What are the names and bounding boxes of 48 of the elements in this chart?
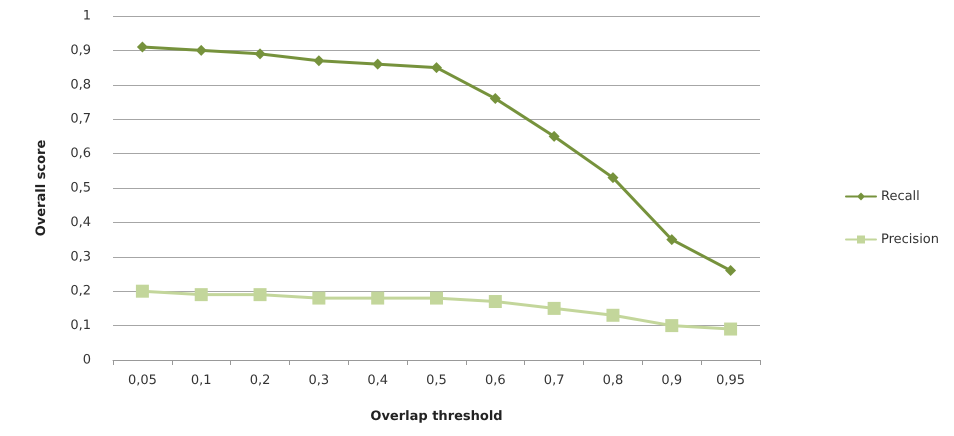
y-tick-label: 1 bbox=[82, 8, 91, 24]
x-tick-label: 0,1 bbox=[190, 373, 212, 388]
y-tick-label: 0,2 bbox=[70, 284, 91, 299]
point bbox=[136, 284, 149, 298]
legend-label: Precision bbox=[880, 232, 940, 247]
point bbox=[724, 322, 738, 336]
point bbox=[548, 302, 561, 315]
y-axis-title: Overall score bbox=[34, 140, 49, 236]
point bbox=[254, 288, 267, 302]
point bbox=[136, 41, 148, 52]
x-tick-label: 0,3 bbox=[308, 373, 330, 388]
x-tick-label: 0,8 bbox=[602, 373, 624, 388]
point bbox=[606, 308, 620, 322]
x-tick-label: 0,05 bbox=[128, 373, 157, 388]
point bbox=[431, 62, 442, 74]
x-tick-label: 0,7 bbox=[544, 373, 564, 388]
y-tick-label: 0,6 bbox=[70, 146, 91, 162]
y-tick-label: 0,7 bbox=[70, 112, 91, 127]
x-tick-label: 0,9 bbox=[661, 373, 682, 388]
x-tick-label: 0,5 bbox=[426, 373, 447, 388]
point bbox=[372, 58, 384, 70]
y-tick-label: 0,3 bbox=[70, 249, 91, 264]
point bbox=[430, 292, 443, 305]
point bbox=[313, 55, 324, 66]
point bbox=[665, 319, 678, 332]
y-tick-label: 0,8 bbox=[70, 77, 91, 92]
x-tick-label: 0,2 bbox=[250, 373, 270, 388]
point bbox=[194, 288, 208, 302]
y-tick-label: 0,5 bbox=[70, 180, 91, 196]
point bbox=[371, 292, 384, 305]
x-tick-label: 0,4 bbox=[367, 373, 388, 388]
x-axis-title: Overlap threshold bbox=[370, 409, 503, 424]
y-tick-label: 0 bbox=[82, 352, 91, 368]
legend-label: Recall bbox=[880, 189, 920, 204]
point bbox=[725, 265, 736, 276]
point bbox=[490, 93, 501, 104]
x-tick-label: 0,6 bbox=[484, 373, 506, 388]
point bbox=[548, 130, 560, 142]
y-tick-label: 0,1 bbox=[70, 318, 91, 334]
point bbox=[254, 48, 266, 60]
point bbox=[196, 44, 207, 56]
y-tick-label: 0,9 bbox=[70, 42, 91, 58]
point bbox=[607, 172, 618, 184]
y-tick-label: 0,4 bbox=[70, 214, 91, 230]
point bbox=[312, 292, 326, 305]
x-tick-label: 0,95 bbox=[716, 373, 746, 388]
point bbox=[488, 295, 502, 308]
point bbox=[666, 234, 678, 246]
